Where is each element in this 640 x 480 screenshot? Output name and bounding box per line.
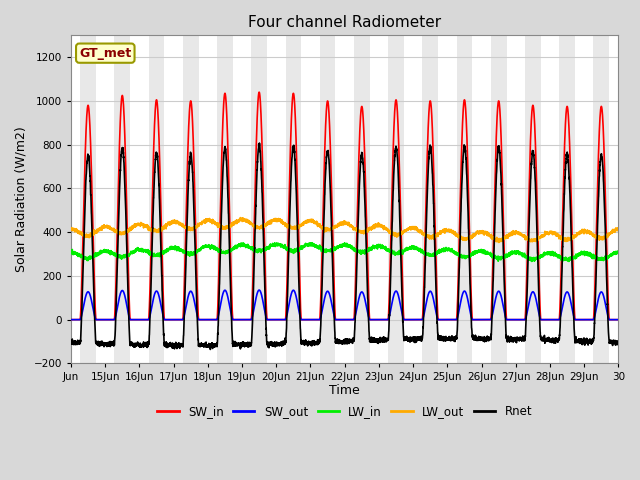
Bar (593, 36, 609, 363)
Bar (148, 36, 164, 363)
Bar (525, 36, 541, 363)
Bar (285, 36, 301, 363)
Bar (80, 36, 96, 363)
Bar (422, 36, 438, 363)
Y-axis label: Solar Radiation (W/m2): Solar Radiation (W/m2) (15, 127, 28, 272)
Bar (217, 36, 233, 363)
Text: GT_met: GT_met (79, 47, 131, 60)
Bar (491, 36, 506, 363)
Legend: SW_in, SW_out, LW_in, LW_out, Rnet: SW_in, SW_out, LW_in, LW_out, Rnet (152, 401, 537, 423)
X-axis label: Time: Time (330, 384, 360, 397)
Bar (252, 36, 267, 363)
Bar (354, 36, 370, 363)
Bar (456, 36, 472, 363)
Bar (320, 36, 335, 363)
Bar (115, 36, 130, 363)
Bar (388, 36, 404, 363)
Bar (559, 36, 575, 363)
Title: Four channel Radiometer: Four channel Radiometer (248, 15, 441, 30)
Bar (183, 36, 198, 363)
